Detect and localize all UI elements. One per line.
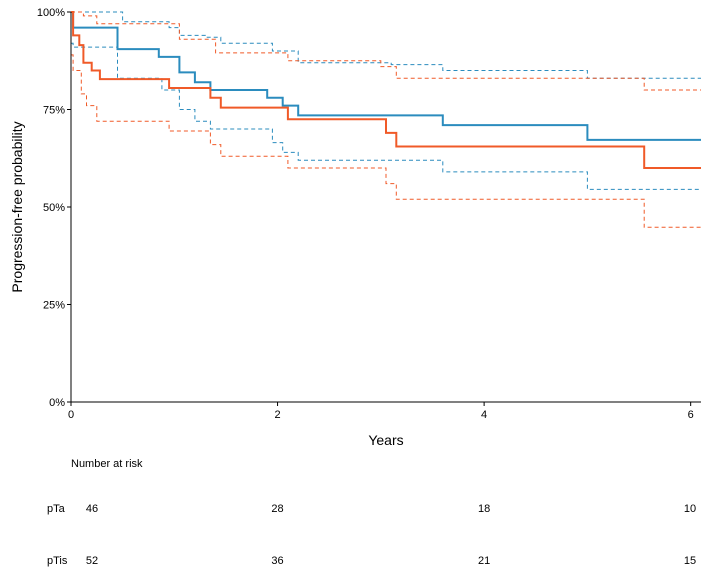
- y-tick-label: 0%: [49, 397, 65, 409]
- risk-row-label: pTis: [47, 555, 68, 567]
- series-2-ci-upper: [71, 11, 701, 91]
- y-tick-label: 100%: [37, 7, 65, 19]
- series-2-ci-lower: [71, 54, 701, 228]
- series-1-line: [71, 11, 701, 141]
- x-tick-label: 2: [274, 409, 280, 421]
- series-1-ci-lower: [71, 42, 701, 190]
- y-tick-label: 25%: [43, 300, 65, 312]
- y-tick-label: 75%: [43, 105, 65, 117]
- series-2-line: [71, 11, 701, 169]
- risk-value: 18: [478, 503, 490, 515]
- risk-value: 21: [478, 555, 490, 567]
- series-1-ci-upper: [71, 11, 701, 79]
- risk-value: 10: [684, 503, 696, 515]
- axis-ticks: 0 2 4 6 0% 25% 50% 75% 100%: [37, 7, 694, 421]
- risk-table: Number at risk pTa 46 28 18 10 pTis 52 36 21 15: [47, 458, 696, 567]
- x-tick-label: 0: [68, 409, 74, 421]
- x-tick-label: 4: [481, 409, 487, 421]
- x-axis-title: Years: [368, 432, 403, 448]
- y-axis-title: Progression-free probability: [9, 121, 25, 292]
- risk-value: 52: [86, 555, 98, 567]
- risk-value: 46: [86, 503, 98, 515]
- risk-value: 15: [684, 555, 696, 567]
- risk-value: 36: [271, 555, 283, 567]
- risk-value: 28: [271, 503, 283, 515]
- y-tick-label: 50%: [43, 202, 65, 214]
- axes: Years Progression-free probability: [9, 12, 701, 448]
- risk-row-label: pTa: [47, 503, 66, 515]
- risk-table-title: Number at risk: [71, 458, 143, 470]
- plot-area: [71, 11, 701, 228]
- x-tick-label: 6: [688, 409, 694, 421]
